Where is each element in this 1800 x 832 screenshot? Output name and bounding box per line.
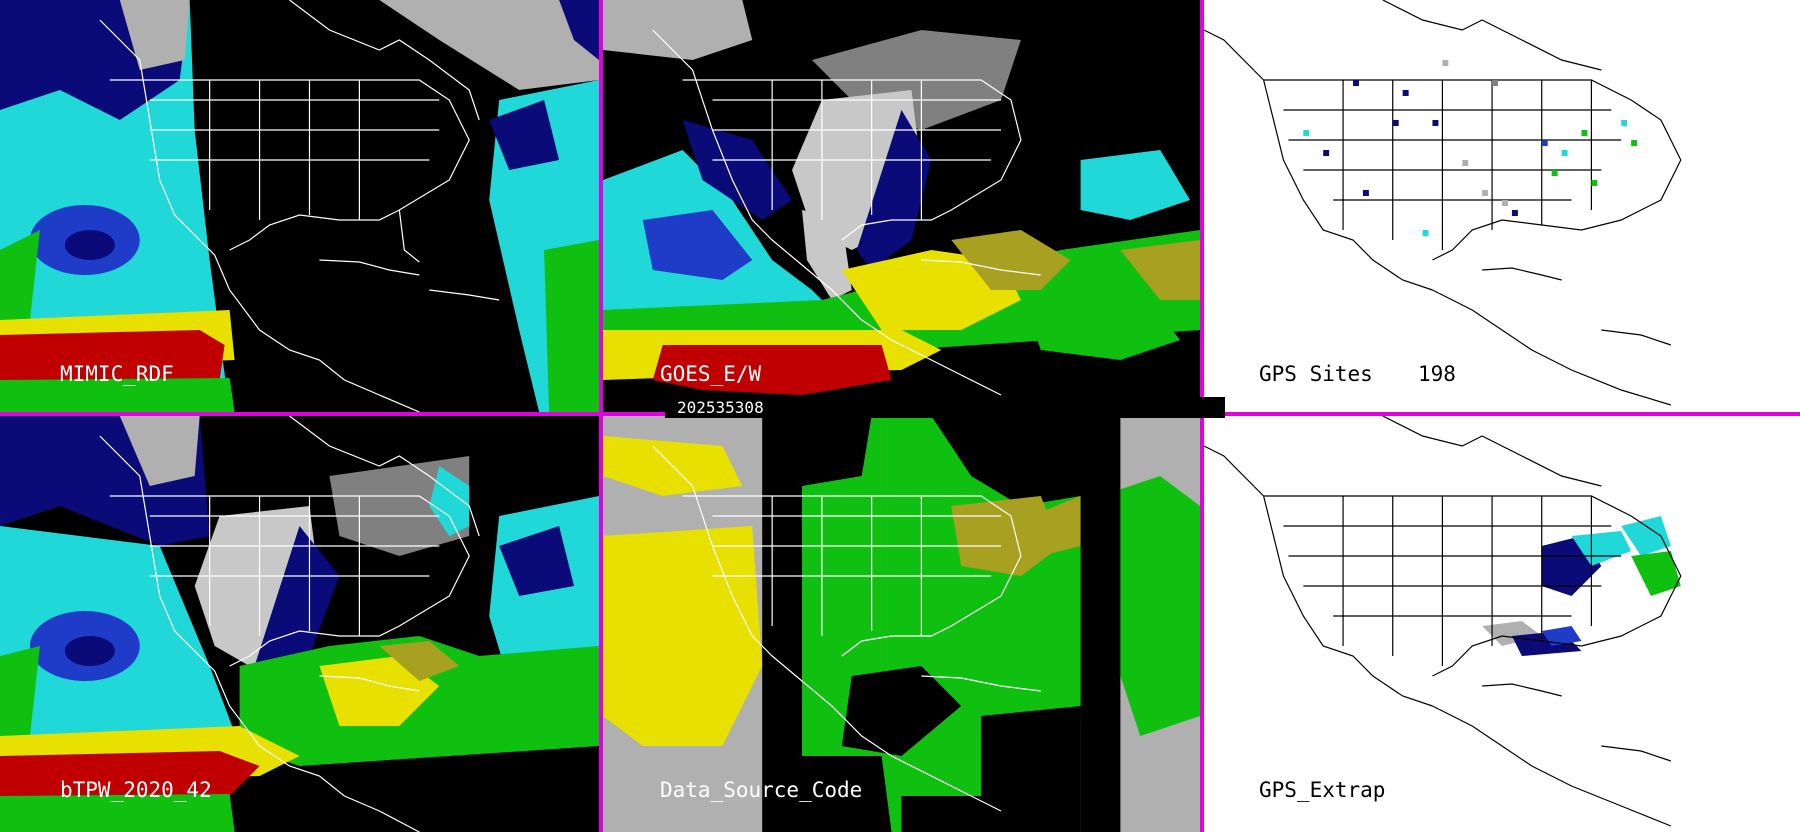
map-goes-ew: [603, 0, 1200, 412]
panel-gps-extrap: GPS_Extrap: [1204, 416, 1800, 832]
panel-label: GPS Sites: [1259, 362, 1373, 386]
map-mimic-rdf: [0, 0, 599, 412]
panel-label: GPS_Extrap: [1259, 778, 1386, 802]
panel-data-source: Data_Source_Code: [603, 416, 1200, 832]
panel-gps-sites: GPS Sites 198: [1204, 0, 1800, 412]
map-btpw: [0, 416, 599, 832]
map-gps-extrap: [1204, 416, 1800, 832]
panel-label: MIMIC_RDF: [60, 362, 174, 386]
panel-mimic-rdf: MIMIC_RDF: [0, 0, 599, 412]
panel-label: bTPW_2020_42: [60, 778, 212, 802]
timestamp-label: 202535308: [665, 397, 1225, 418]
map-gps-sites: [1204, 0, 1800, 412]
gps-site-markers: [1303, 60, 1638, 236]
separator-vertical-1: [599, 0, 603, 832]
map-data-source: [603, 416, 1200, 832]
panel-goes-ew: GOES_E/W: [603, 0, 1200, 412]
panel-btpw: bTPW_2020_42: [0, 416, 599, 832]
panel-label: Data_Source_Code: [660, 778, 863, 802]
panel-label: GOES_E/W: [660, 362, 762, 386]
gps-site-count: 198: [1418, 362, 1456, 386]
